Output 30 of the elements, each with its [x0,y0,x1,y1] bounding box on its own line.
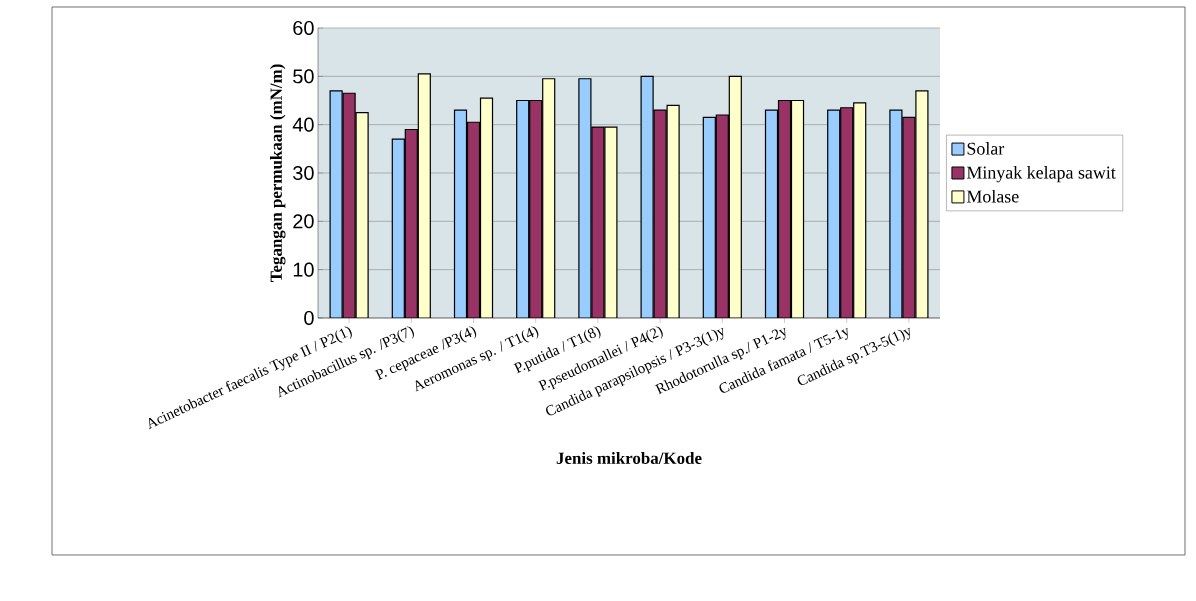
bar [529,99,543,318]
bar [466,121,481,318]
bar [453,109,468,318]
bar [391,138,405,318]
y-tick-label: 50 [293,69,314,84]
legend-label: Molase [966,189,1019,203]
bar [764,109,779,318]
bar [516,99,530,318]
bar [715,114,729,318]
bar [404,128,418,318]
y-tick-label: 10 [293,262,314,277]
bar [840,107,854,318]
y-tick-label: 0 [304,310,314,326]
legend-label: Solar [967,142,1005,155]
y-tick-label: 40 [292,117,314,132]
y-tick-label: 60 [293,20,314,36]
bar [790,99,805,318]
y-tick-label: 20 [293,214,314,229]
bar [853,102,867,318]
legend-label: Minyak kelapa sawit [966,166,1116,183]
y-tick-label: 30 [293,165,314,181]
bar [777,99,792,318]
x-axis-title: Jenis mikroba/Kode [556,452,702,464]
bar [702,116,716,318]
y-axis-title: Tegangan permukaan (mN/m) [270,64,286,283]
bar [417,73,431,318]
bar [542,78,556,318]
bar [479,97,494,318]
bar [728,75,742,318]
bar [827,109,841,318]
